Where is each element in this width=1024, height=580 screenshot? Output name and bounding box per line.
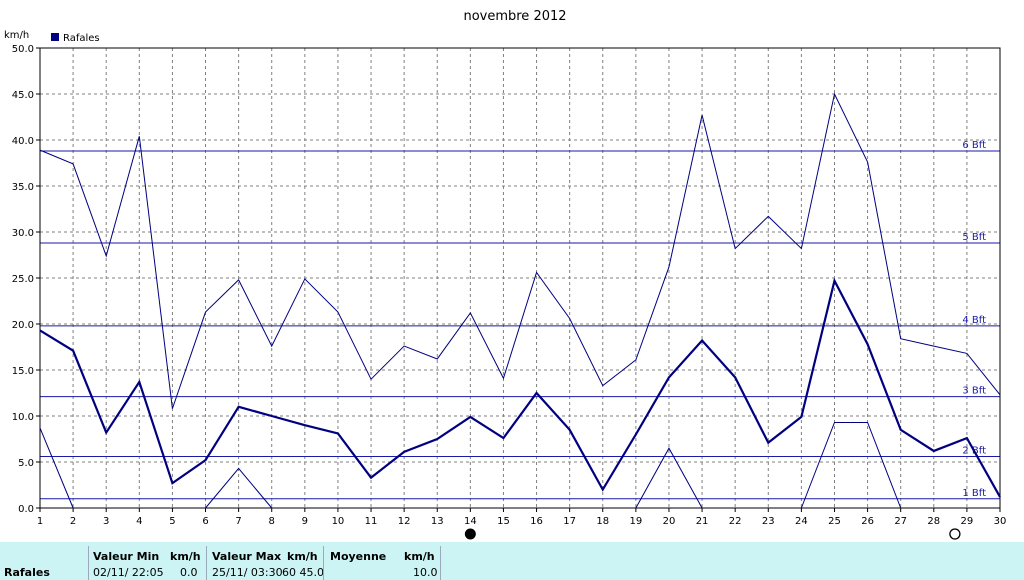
x-tick-label: 17: [563, 516, 576, 527]
stats-avg-unit: km/h: [404, 550, 435, 563]
stats-min-time: 02/11/ 22:05: [93, 566, 164, 579]
x-tick-label: 7: [235, 516, 241, 527]
stats-max-unit: km/h: [287, 550, 318, 563]
x-tick-label: 16: [530, 516, 543, 527]
stats-min-unit: km/h: [170, 550, 201, 563]
y-tick-label: 0.0: [18, 504, 34, 515]
x-tick-label: 6: [202, 516, 208, 527]
x-tick-label: 28: [927, 516, 940, 527]
y-tick-label: 35.0: [12, 182, 34, 193]
y-tick-label: 30.0: [12, 228, 34, 239]
beaufort-label: 5 Bft: [962, 232, 986, 243]
beaufort-label: 3 Bft: [962, 386, 986, 397]
x-tick-label: 13: [431, 516, 444, 527]
x-tick-label: 20: [663, 516, 676, 527]
series-line-min: [39, 427, 74, 509]
full-moon-icon: [949, 528, 961, 540]
x-tick-label: 30: [994, 516, 1007, 527]
y-tick-label: 10.0: [12, 412, 34, 423]
x-tick-label: 10: [332, 516, 345, 527]
stats-avg-header: Moyenne: [330, 550, 387, 563]
stats-max-time: 25/11/ 03:30: [212, 566, 283, 579]
stats-divider: [206, 546, 207, 580]
stats-min-header: Valeur Min: [93, 550, 160, 563]
y-tick-label: 50.0: [12, 44, 34, 55]
stats-avg-value: 10.0: [413, 566, 438, 579]
x-tick-label: 1: [37, 516, 43, 527]
stats-series-label: Rafales: [4, 566, 50, 579]
x-tick-label: 15: [497, 516, 510, 527]
series-line-min: [205, 467, 273, 509]
y-tick-label: 5.0: [18, 458, 34, 469]
x-tick-label: 23: [762, 516, 775, 527]
beaufort-label: 4 Bft: [962, 315, 986, 326]
x-tick-label: 11: [365, 516, 378, 527]
x-tick-label: 18: [596, 516, 609, 527]
x-tick-label: 5: [169, 516, 175, 527]
stats-max-header: Valeur Max: [212, 550, 282, 563]
x-tick-label: 14: [464, 516, 477, 527]
x-tick-label: 9: [302, 516, 308, 527]
series-line-min: [635, 447, 703, 509]
x-tick-label: 4: [136, 516, 142, 527]
x-tick-label: 25: [828, 516, 841, 527]
y-tick-label: 40.0: [12, 136, 34, 147]
x-tick-label: 2: [70, 516, 76, 527]
stats-bar: Rafales Valeur Min km/h 02/11/ 22:05 0.0…: [0, 542, 1024, 580]
x-tick-label: 24: [795, 516, 808, 527]
series-line-min: [800, 421, 902, 509]
plot-frame: [39, 47, 1001, 509]
x-tick-label: 27: [894, 516, 907, 527]
beaufort-label: 1 Bft: [962, 488, 986, 499]
x-tick-label: 19: [629, 516, 642, 527]
y-axis-label: km/h: [4, 30, 29, 41]
x-tick-label: 26: [861, 516, 874, 527]
y-tick-label: 20.0: [12, 320, 34, 331]
stats-divider: [323, 546, 324, 580]
x-tick-label: 29: [961, 516, 974, 527]
series-line-mean: [39, 277, 1001, 498]
stats-min-value: 0.0: [180, 566, 198, 579]
x-tick-label: 8: [269, 516, 275, 527]
y-tick-label: 25.0: [12, 274, 34, 285]
new-moon-icon: [464, 528, 476, 540]
chart-title: novembre 2012: [463, 9, 566, 24]
stats-divider: [88, 546, 89, 580]
beaufort-label: 6 Bft: [962, 140, 986, 151]
legend-swatch: [51, 33, 59, 41]
x-tick-label: 21: [696, 516, 709, 527]
series-line-max: [39, 92, 1001, 409]
y-tick-label: 15.0: [12, 366, 34, 377]
stats-divider: [440, 546, 441, 580]
y-tick-label: 45.0: [12, 90, 34, 101]
legend-label: Rafales: [63, 33, 100, 44]
stats-max-value: 60 45.0: [282, 566, 324, 579]
x-tick-label: 12: [398, 516, 411, 527]
x-tick-label: 3: [103, 516, 109, 527]
x-tick-label: 22: [729, 516, 742, 527]
